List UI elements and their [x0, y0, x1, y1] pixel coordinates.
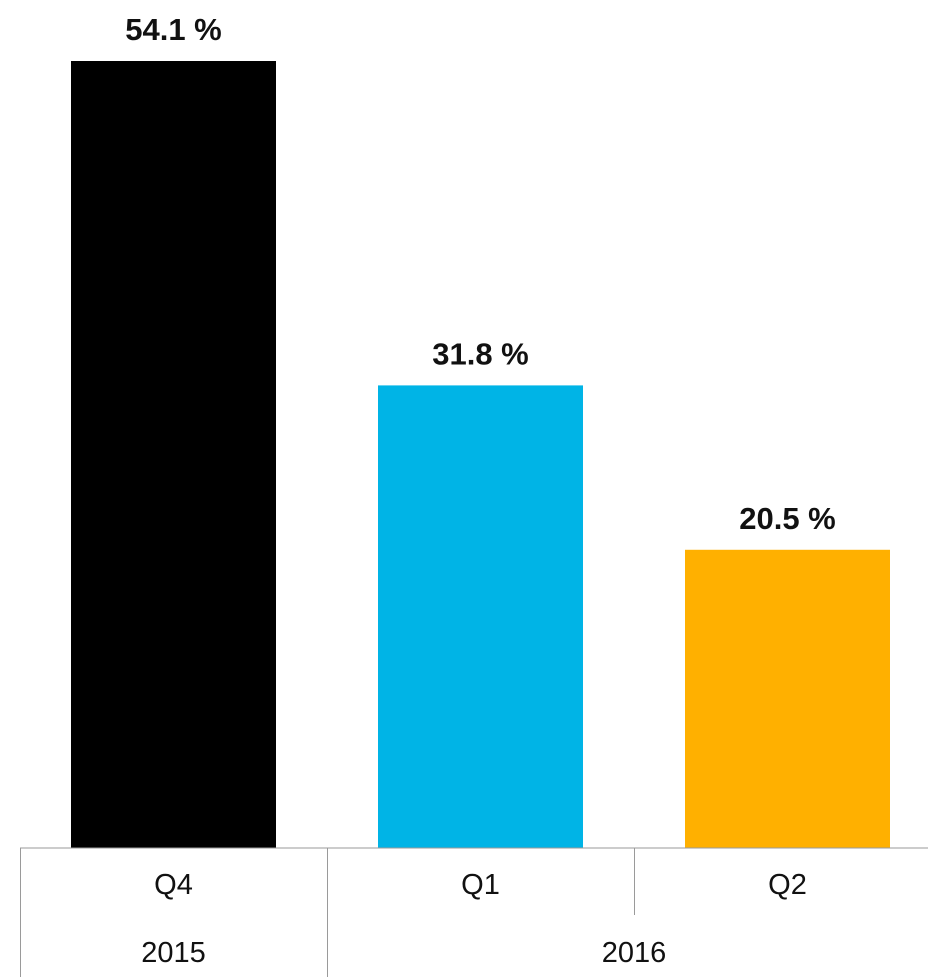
bar-q2 [685, 549, 890, 848]
tick-label-q1: Q1 [461, 869, 500, 901]
data-label-q4: 54.1 % [125, 12, 222, 47]
bar-q4 [71, 61, 276, 848]
data-labels-layer: 54.1 % 31.8 % 20.5 % [125, 12, 836, 536]
data-label-q2: 20.5 % [739, 501, 836, 536]
group-label-2016: 2016 [602, 937, 667, 969]
category-axis: Q4 Q1 Q2 2015 2016 [20, 847, 928, 977]
data-label-q1: 31.8 % [432, 336, 529, 371]
tick-label-q2: Q2 [768, 869, 807, 901]
bars-layer [71, 61, 890, 848]
group-label-2015: 2015 [141, 937, 206, 969]
bar-q1 [378, 385, 583, 848]
tick-label-q4: Q4 [154, 869, 193, 901]
